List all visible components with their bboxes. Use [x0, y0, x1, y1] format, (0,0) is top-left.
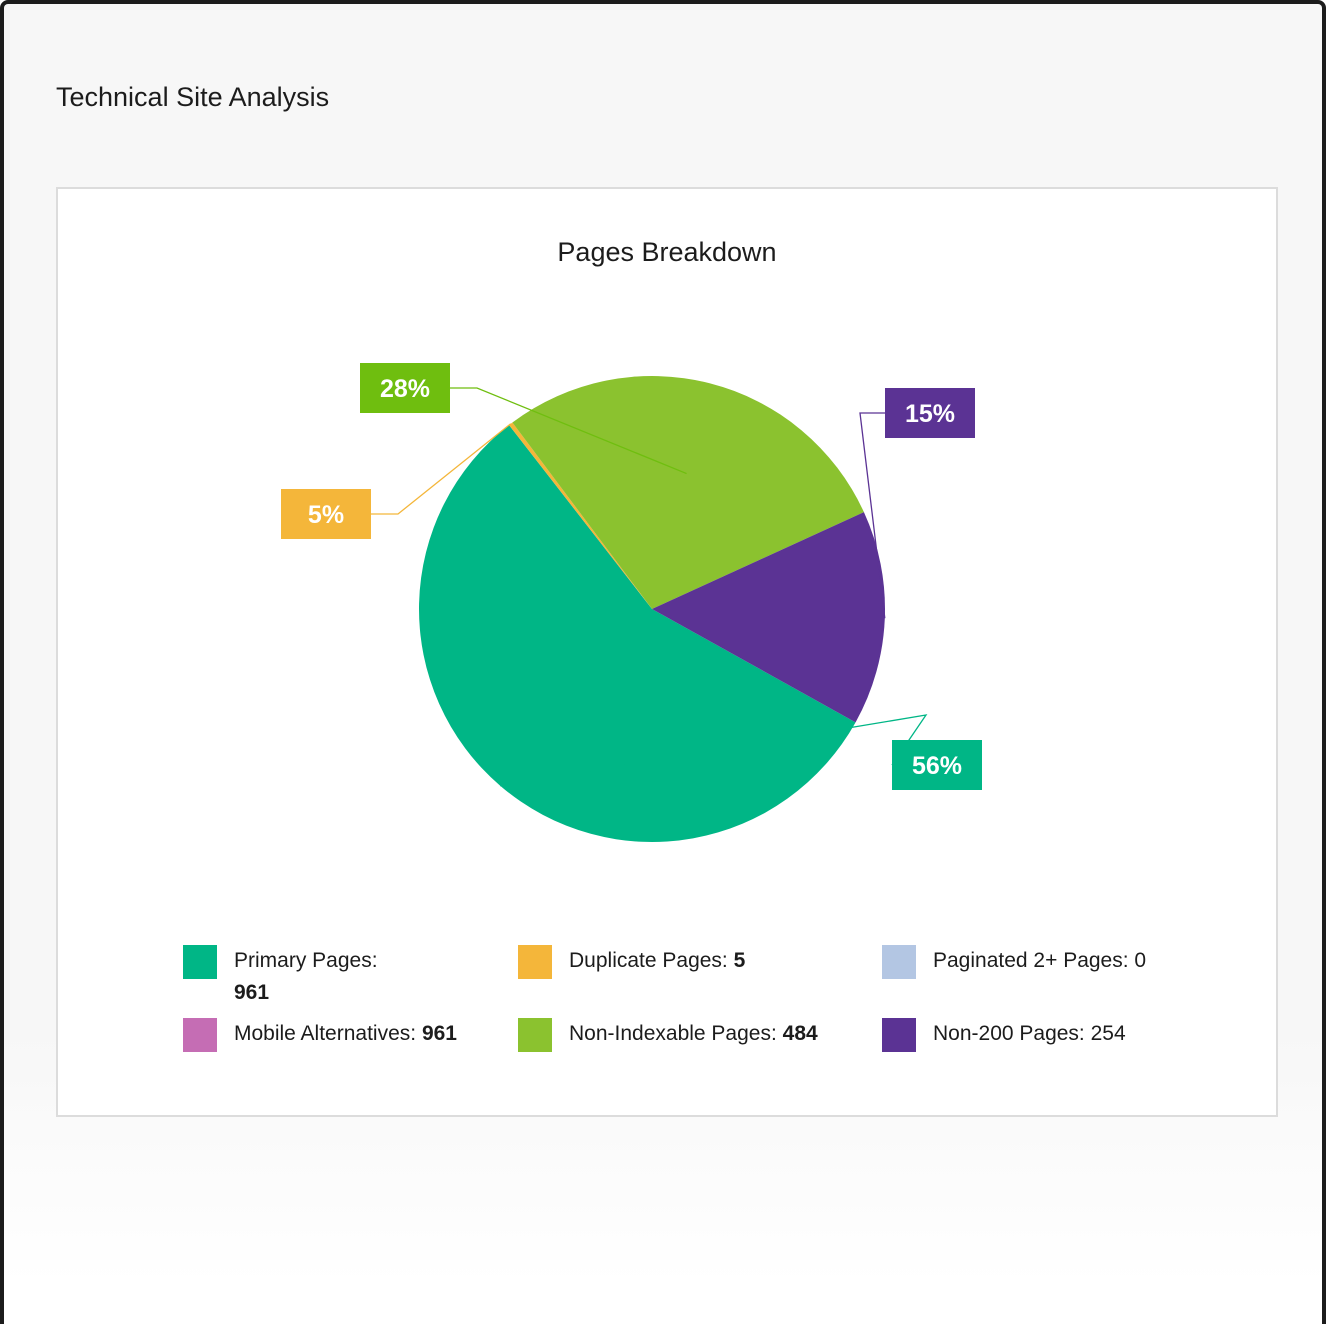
legend-swatch: [518, 945, 552, 979]
legend-item-primary-pages[interactable]: Primary Pages: 961: [183, 945, 413, 1009]
legend-swatch: [518, 1018, 552, 1052]
legend-item-mobile-alternatives[interactable]: Mobile Alternatives: 961: [183, 1018, 457, 1052]
leader-line: [450, 387, 687, 475]
chart-card: Pages Breakdown 56% 5% 28% 15% Primary Page…: [56, 187, 1278, 1117]
legend-swatch: [882, 945, 916, 979]
legend-label: Non-200 Pages: 254: [933, 1022, 1126, 1045]
leader-line: [859, 412, 886, 619]
pie-slice-non-200-pages[interactable]: [652, 512, 886, 723]
pie-slice-non-indexable-pages[interactable]: [512, 376, 864, 609]
data-label-box: [892, 740, 982, 790]
legend-swatch: [882, 1018, 916, 1052]
data-label: 5%: [308, 501, 344, 529]
data-label-box: [885, 388, 975, 438]
legend-item-duplicate-pages[interactable]: Duplicate Pages: 5: [518, 945, 745, 979]
legend-item-paginated-pages[interactable]: Paginated 2+ Pages: 0: [882, 945, 1146, 979]
page-title: Technical Site Analysis: [56, 82, 330, 112]
chart-title: Pages Breakdown: [557, 237, 777, 267]
legend-item-non-indexable-pages[interactable]: Non-Indexable Pages: 484: [518, 1018, 818, 1052]
data-label: 56%: [912, 752, 962, 780]
data-label: 15%: [905, 400, 955, 428]
legend-label: Primary Pages: 961: [234, 949, 378, 1004]
pie-chart: 56% 5% 28% 15%: [281, 363, 982, 842]
data-label-box: [281, 489, 371, 539]
legend-label: Non-Indexable Pages: 484: [569, 1022, 818, 1045]
legend-label: Paginated 2+ Pages: 0: [933, 949, 1147, 972]
legend-label: Duplicate Pages: 5: [569, 949, 746, 972]
pie-slice-primary-pages[interactable]: [419, 425, 856, 842]
legend-swatch: [183, 945, 217, 979]
leader-line: [371, 423, 512, 515]
legend-label: Mobile Alternatives: 961: [234, 1022, 457, 1045]
pie-slice-duplicate-pages[interactable]: [508, 422, 652, 609]
legend-item-non-200-pages[interactable]: Non-200 Pages: 254: [882, 1018, 1126, 1052]
data-label-box: [360, 363, 450, 413]
legend-swatch: [183, 1018, 217, 1052]
data-label: 28%: [380, 375, 430, 403]
